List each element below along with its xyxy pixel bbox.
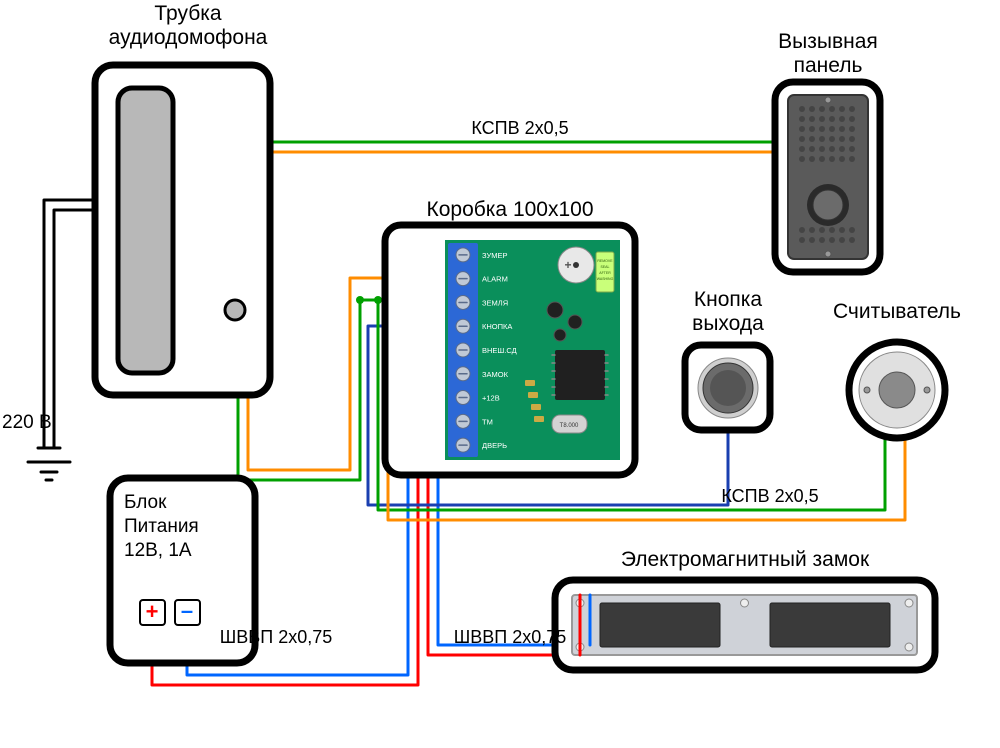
svg-text:WASHING: WASHING [597,277,614,281]
text-label: ШВВП 2x0,75 [454,627,567,648]
svg-text:ЗУМЕР: ЗУМЕР [482,251,507,260]
svg-text:ВНЕШ.СД: ВНЕШ.СД [482,346,517,355]
text-label: Вызывная панель [778,30,878,78]
reader [849,342,945,438]
text-label: 220 В [2,412,52,434]
text-label: Считыватель [833,300,961,324]
text-label: ШВВП 2x0,75 [220,627,333,648]
text-label: КСПВ 2x0,5 [471,118,568,139]
svg-text:12В, 1А: 12В, 1А [124,540,192,561]
svg-text:+12В: +12В [482,394,500,403]
svg-text:–: – [181,598,193,623]
text-label: Кнопка выхода [692,288,764,336]
em-lock [555,580,935,670]
svg-text:AFTER: AFTER [599,271,611,275]
svg-text:Блок: Блок [124,492,167,513]
call-panel [775,82,880,272]
text-label: Электромагнитный замок [621,548,869,572]
svg-text:КНОПКА: КНОПКА [482,322,512,331]
text-label: КСПВ 2x0,5 [721,486,818,507]
svg-text:TM: TM [482,417,493,426]
text-label: Трубка аудиодомофона [109,2,268,50]
svg-text:ЗЕМЛЯ: ЗЕМЛЯ [482,298,508,307]
handset [95,65,270,395]
svg-text:SEAL: SEAL [601,265,610,269]
svg-text:ALARM: ALARM [482,275,508,284]
exit-button [685,345,770,430]
svg-text:REMOVE: REMOVE [597,259,613,263]
svg-text:ДВЕРЬ: ДВЕРЬ [482,441,507,450]
junction-box: ЗУМЕР ALARM ЗЕМЛЯ КНОПКА ВНЕШ.СД ЗАМОК +12В TM Д… [385,225,635,475]
svg-text:Питания: Питания [124,516,199,537]
svg-text:T8.000: T8.000 [560,423,579,429]
svg-text:ЗАМОК: ЗАМОК [482,370,509,379]
svg-text:+: + [564,258,571,272]
text-label: Коробка 100x100 [426,198,593,222]
mains-ground [28,448,70,480]
svg-text:+: + [146,599,159,624]
